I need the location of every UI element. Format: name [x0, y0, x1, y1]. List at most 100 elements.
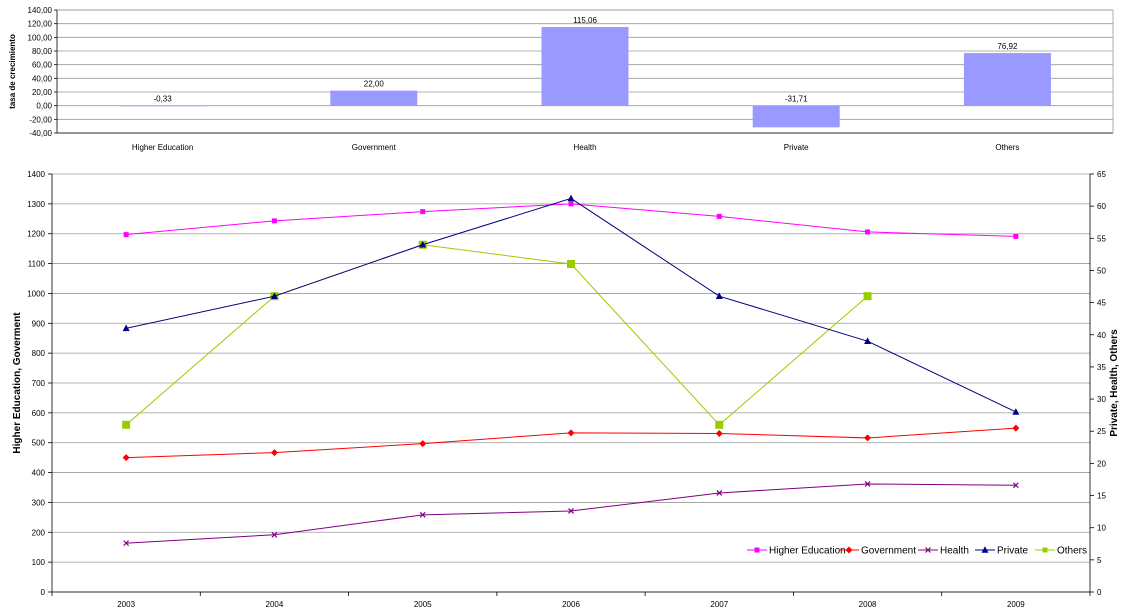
data-point	[865, 229, 871, 235]
series-health	[123, 481, 1019, 547]
left-ytick-label: 300	[32, 498, 46, 507]
legend-marker	[845, 546, 853, 554]
bar-ytick-label: 20,00	[32, 88, 53, 97]
marker-stroke	[568, 508, 574, 514]
bar	[330, 90, 418, 106]
data-point	[567, 429, 575, 437]
legend-marker	[1042, 547, 1048, 553]
series-private	[122, 194, 1020, 415]
left-ytick-label: 200	[32, 528, 46, 537]
data-point	[270, 292, 278, 299]
series-line	[125, 244, 868, 426]
data-point	[123, 540, 130, 547]
right-ytick-label: 65	[1097, 170, 1106, 179]
bar-value-label: -0,33	[153, 95, 172, 104]
data-point	[419, 440, 427, 448]
bar-category-label: Government	[352, 143, 397, 152]
legend-label: Private	[997, 546, 1029, 557]
data-point	[864, 337, 872, 344]
data-point	[420, 209, 426, 215]
bar-ytick-label: 40,00	[32, 74, 53, 83]
xtick-label: 2008	[859, 600, 877, 609]
bar-ytick-label: 120,00	[28, 20, 53, 29]
right-ytick-label: 35	[1097, 363, 1106, 372]
bar-category-label: Health	[573, 143, 596, 152]
left-ytick-label: 1400	[27, 170, 45, 179]
data-point	[1013, 233, 1019, 239]
right-ytick-label: 30	[1097, 395, 1106, 404]
left-ytick-label: 1300	[27, 200, 45, 209]
data-point	[863, 292, 872, 301]
xtick-label: 2009	[1007, 600, 1025, 609]
data-point	[271, 531, 278, 538]
right-ytick-label: 25	[1097, 427, 1106, 436]
marker-stroke	[864, 481, 871, 487]
legend-label: Health	[940, 546, 969, 557]
marker-stroke	[123, 540, 130, 547]
legend-marker	[754, 547, 760, 553]
left-ytick-label: 1000	[27, 289, 45, 298]
legend-marker	[925, 547, 931, 553]
data-point	[1012, 408, 1020, 415]
bar-value-label: 22,00	[364, 80, 385, 89]
data-point	[1012, 424, 1020, 432]
xtick-label: 2007	[710, 600, 728, 609]
bar-ytick-label: 100,00	[28, 33, 53, 42]
line-chart: 0100200300400500600700800900100011001200…	[12, 170, 1120, 609]
xtick-label: 2005	[414, 600, 432, 609]
right-ylabel: Private, Health, Others	[1109, 329, 1120, 437]
data-point	[864, 434, 872, 442]
legend: Higher Education Government Health Private O…	[747, 546, 1087, 557]
left-ytick-label: 100	[32, 558, 46, 567]
bar-value-label: -31,71	[785, 95, 808, 104]
left-ytick-label: 600	[32, 409, 46, 418]
data-point	[567, 194, 575, 202]
bar-ytick-label: 60,00	[32, 61, 53, 70]
xtick-label: 2006	[562, 600, 580, 609]
right-ytick-label: 60	[1097, 202, 1106, 211]
bar-value-label: 115,06	[573, 16, 597, 25]
left-ytick-label: 400	[32, 469, 46, 478]
data-point	[122, 454, 130, 462]
right-ytick-label: 10	[1097, 524, 1106, 533]
right-ytick-label: 50	[1097, 266, 1106, 275]
data-point	[270, 449, 278, 457]
series-line	[126, 203, 1016, 237]
series-higher-education	[123, 201, 1019, 239]
bar-value-label: 76,92	[997, 42, 1018, 51]
left-ytick-label: 500	[32, 439, 46, 448]
legend-marker	[981, 546, 989, 553]
bar-ytick-label: 80,00	[32, 47, 53, 56]
series-others	[122, 240, 872, 429]
right-ytick-label: 40	[1097, 331, 1106, 340]
data-point	[271, 218, 277, 224]
data-point	[567, 260, 575, 269]
bar	[541, 27, 629, 106]
data-point	[716, 213, 722, 219]
bar	[119, 105, 207, 107]
data-point	[864, 481, 871, 487]
marker-stroke	[925, 547, 931, 553]
bar-ylabel: tasa de crecimiento	[8, 34, 17, 109]
data-point	[123, 232, 129, 238]
right-ytick-label: 45	[1097, 299, 1106, 308]
data-point	[715, 429, 723, 437]
legend-label: Higher Education	[769, 546, 846, 557]
legend-label: Others	[1057, 546, 1087, 557]
bar-ytick-label: -20,00	[29, 115, 52, 124]
bar-category-label: Higher Education	[132, 143, 193, 152]
marker-stroke	[419, 511, 426, 518]
left-ytick-label: 1100	[28, 260, 46, 269]
bar	[963, 53, 1051, 106]
bar	[752, 105, 840, 128]
data-point	[419, 240, 427, 248]
data-point	[122, 420, 131, 429]
data-point	[568, 508, 574, 514]
right-ytick-label: 55	[1097, 234, 1106, 243]
data-point	[1012, 482, 1019, 489]
xtick-label: 2004	[266, 600, 284, 609]
left-ytick-label: 1200	[27, 230, 45, 239]
left-ytick-label: 900	[32, 319, 46, 328]
left-ytick-label: 700	[32, 379, 46, 388]
data-point	[122, 324, 130, 332]
